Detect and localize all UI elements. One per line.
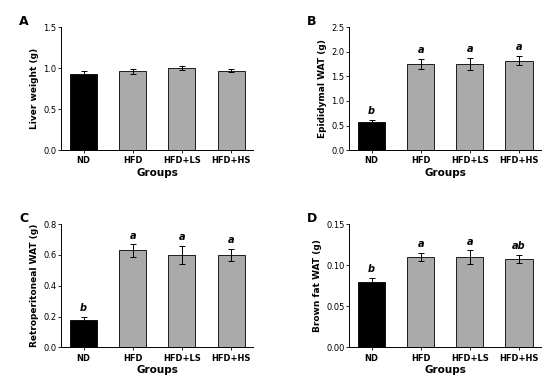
Text: b: b: [368, 264, 375, 274]
Text: a: a: [417, 46, 424, 55]
Text: b: b: [80, 303, 87, 313]
Text: D: D: [307, 212, 318, 225]
Bar: [70, 320, 97, 347]
Text: a: a: [228, 235, 234, 245]
Bar: [169, 68, 195, 150]
Bar: [358, 122, 385, 150]
Bar: [70, 74, 97, 150]
X-axis label: Groups: Groups: [424, 366, 466, 376]
Text: B: B: [307, 15, 316, 28]
Bar: [506, 259, 532, 347]
Text: a: a: [129, 230, 136, 240]
Bar: [218, 255, 244, 347]
X-axis label: Groups: Groups: [136, 168, 179, 178]
Text: a: a: [466, 44, 473, 54]
Bar: [506, 61, 532, 150]
Bar: [456, 257, 483, 347]
Bar: [119, 71, 146, 150]
Bar: [169, 255, 195, 347]
Text: a: a: [179, 232, 185, 242]
Text: C: C: [19, 212, 28, 225]
Y-axis label: Liver weight (g): Liver weight (g): [30, 48, 39, 129]
Bar: [456, 64, 483, 150]
Text: a: a: [516, 42, 522, 52]
Text: a: a: [417, 239, 424, 249]
Text: ab: ab: [512, 241, 526, 251]
Bar: [407, 257, 434, 347]
Bar: [119, 251, 146, 347]
Bar: [218, 71, 244, 150]
Y-axis label: Brown fat WAT (g): Brown fat WAT (g): [313, 239, 322, 332]
X-axis label: Groups: Groups: [136, 366, 179, 376]
Text: b: b: [368, 106, 375, 116]
Text: a: a: [466, 237, 473, 247]
Bar: [358, 282, 385, 347]
Y-axis label: Epididymal WAT (g): Epididymal WAT (g): [318, 39, 327, 138]
Text: A: A: [19, 15, 29, 28]
Y-axis label: Retroperitoneal WAT (g): Retroperitoneal WAT (g): [30, 224, 39, 347]
Bar: [407, 64, 434, 150]
X-axis label: Groups: Groups: [424, 168, 466, 178]
